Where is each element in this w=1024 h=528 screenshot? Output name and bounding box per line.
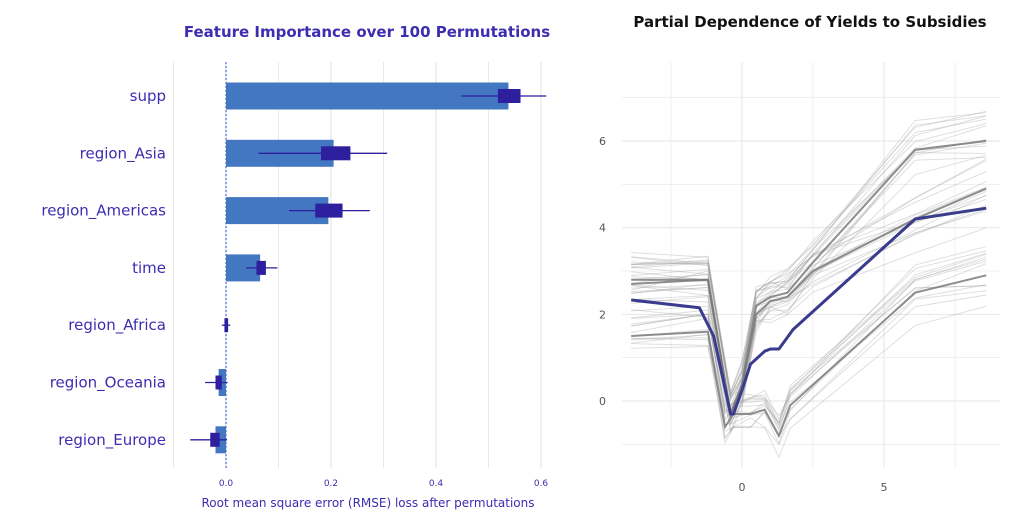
right-ticks: 0 2 4 6 0 5 <box>599 135 888 494</box>
ice-curve <box>631 115 987 397</box>
box-region_Europe <box>210 432 220 447</box>
ice-curve <box>631 139 987 400</box>
category-label-time: time <box>132 259 166 277</box>
box-region_Oceania <box>215 375 222 390</box>
left-chart-title: Feature Importance over 100 Permutations <box>184 23 550 41</box>
category-label-region_Asia: region_Asia <box>80 144 166 163</box>
box-time <box>256 260 266 275</box>
ice-curve <box>631 250 987 421</box>
y-tick-label-6: 6 <box>599 135 606 148</box>
ice-curve <box>631 195 987 408</box>
ice-curve <box>631 145 987 395</box>
category-label-region_Africa: region_Africa <box>68 316 166 335</box>
ice-curve <box>631 198 987 394</box>
x-tick-label-0.6: 0.6 <box>534 479 549 489</box>
ice-curve <box>631 123 987 397</box>
y-tick-label-2: 2 <box>599 308 606 321</box>
box-region_Americas <box>315 203 343 218</box>
box-region_Africa <box>224 318 229 333</box>
partial-dependence-chart: Partial Dependence of Yields to Subsidie… <box>599 13 1000 494</box>
left-bars <box>215 82 509 454</box>
box-supp <box>497 89 521 103</box>
category-label-region_Americas: region_Americas <box>41 202 166 221</box>
right-chart-title: Partial Dependence of Yields to Subsidie… <box>633 13 986 31</box>
ice-curve <box>631 258 987 424</box>
ice-curve <box>631 285 987 425</box>
ice-curve <box>631 158 987 397</box>
feature-importance-chart: Feature Importance over 100 Permutations… <box>41 23 550 510</box>
left-x-ticks: 0.0 0.2 0.4 0.6 <box>219 479 549 489</box>
y-tick-label-0: 0 <box>599 395 606 408</box>
ice-curve <box>631 118 987 394</box>
ice-curve <box>631 290 987 440</box>
x-tick-label-0: 0 <box>739 481 746 494</box>
series-individual-lower <box>631 274 987 439</box>
category-label-region_Oceania: region_Oceania <box>50 374 166 393</box>
ice-curve <box>631 253 987 426</box>
category-label-region_Europe: region_Europe <box>58 431 166 450</box>
right-grid <box>622 62 1000 468</box>
x-tick-label-0.4: 0.4 <box>429 479 444 489</box>
y-tick-label-4: 4 <box>599 222 606 235</box>
category-label-supp: supp <box>130 87 166 105</box>
ice-curve <box>631 285 987 424</box>
left-x-axis-label: Root mean square error (RMSE) loss after… <box>202 496 535 510</box>
left-boxes <box>190 89 547 447</box>
ice-curve <box>631 305 987 459</box>
ice-curve <box>631 112 987 398</box>
box-region_Asia <box>321 146 351 161</box>
series-individual-mid <box>631 187 987 418</box>
ice-curve <box>631 125 987 401</box>
ice-curve <box>631 110 987 398</box>
x-tick-label-5: 5 <box>881 481 888 494</box>
ice-curve <box>631 181 987 402</box>
x-tick-label-0.0: 0.0 <box>219 479 234 489</box>
x-tick-label-0.2: 0.2 <box>324 479 338 489</box>
ice-curve <box>631 246 987 417</box>
right-series <box>631 140 987 439</box>
series-average <box>631 206 987 416</box>
